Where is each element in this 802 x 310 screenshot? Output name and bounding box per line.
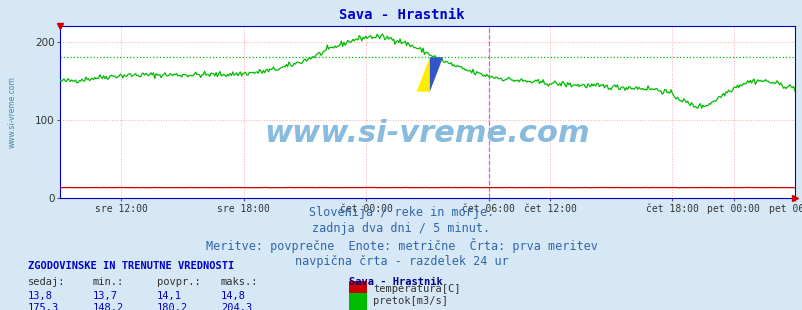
Text: www.si-vreme.com: www.si-vreme.com <box>265 118 589 148</box>
Polygon shape <box>429 57 443 92</box>
Text: 13,7: 13,7 <box>92 291 117 301</box>
Polygon shape <box>416 57 429 92</box>
Text: ZGODOVINSKE IN TRENUTNE VREDNOSTI: ZGODOVINSKE IN TRENUTNE VREDNOSTI <box>28 261 234 271</box>
Text: pretok[m3/s]: pretok[m3/s] <box>373 296 448 306</box>
Text: 148,2: 148,2 <box>92 303 124 310</box>
Text: www.si-vreme.com: www.si-vreme.com <box>8 77 17 148</box>
Text: 14,1: 14,1 <box>156 291 181 301</box>
Text: temperatura[C]: temperatura[C] <box>373 284 460 294</box>
Text: navpična črta - razdelek 24 ur: navpična črta - razdelek 24 ur <box>294 255 508 268</box>
Text: sedaj:: sedaj: <box>28 277 66 286</box>
Text: Sava - Hrastnik: Sava - Hrastnik <box>349 277 443 286</box>
Text: min.:: min.: <box>92 277 124 286</box>
Text: maks.:: maks.: <box>221 277 258 286</box>
Text: Slovenija / reke in morje.: Slovenija / reke in morje. <box>309 206 493 219</box>
Text: 204,3: 204,3 <box>221 303 252 310</box>
Text: 175,3: 175,3 <box>28 303 59 310</box>
Text: 13,8: 13,8 <box>28 291 53 301</box>
Text: 180,2: 180,2 <box>156 303 188 310</box>
Text: zadnja dva dni / 5 minut.: zadnja dva dni / 5 minut. <box>312 222 490 235</box>
Text: 14,8: 14,8 <box>221 291 245 301</box>
Text: povpr.:: povpr.: <box>156 277 200 286</box>
Text: Meritve: povprečne  Enote: metrične  Črta: prva meritev: Meritve: povprečne Enote: metrične Črta:… <box>205 238 597 253</box>
Text: Sava - Hrastnik: Sava - Hrastnik <box>338 8 464 22</box>
